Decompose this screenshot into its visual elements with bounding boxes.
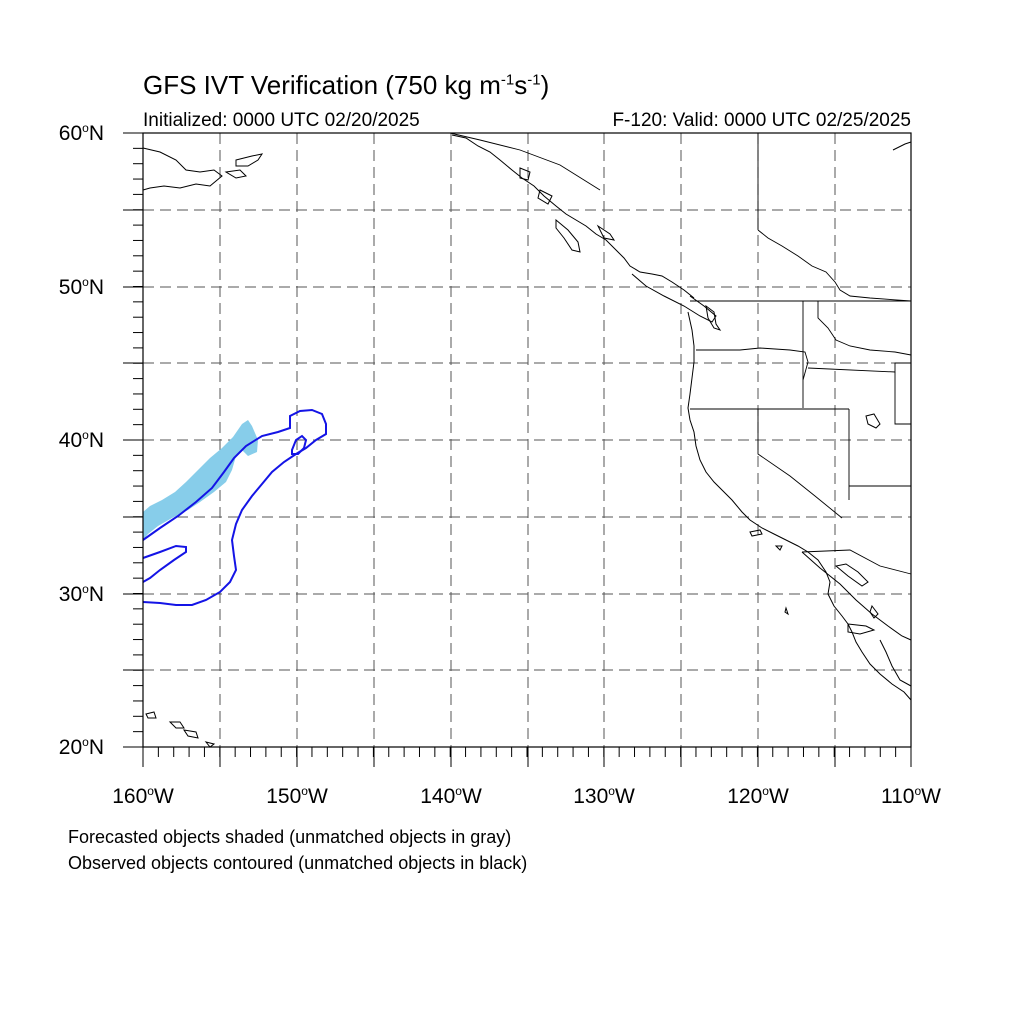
plot-frame	[142, 132, 912, 748]
lat-label-60: 60oN	[58, 121, 104, 145]
lon-label-140w: 140oW	[420, 784, 482, 808]
forecast-legend-note: Forecasted objects shaded (unmatched obj…	[68, 827, 512, 847]
forecast-ivt-object	[143, 420, 258, 540]
minor-ticks	[133, 132, 912, 757]
observed-legend-note: Observed objects contoured (unmatched ob…	[68, 853, 528, 873]
lat-label-30: 30oN	[58, 582, 104, 606]
lon-label-160w: 160oW	[112, 784, 174, 808]
init-time-label: Initialized: 0000 UTC 02/20/2025	[143, 110, 420, 131]
lon-label-110w: 110oW	[881, 784, 941, 808]
lat-label-50: 50oN	[58, 275, 104, 299]
lon-label-130w: 130oW	[573, 784, 635, 808]
lat-label-40: 40oN	[58, 428, 104, 452]
lon-label-120w: 120oW	[727, 784, 789, 808]
lat-label-20: 20oN	[58, 735, 104, 759]
coastlines	[142, 134, 912, 748]
political-boundaries	[449, 132, 912, 575]
grid-lines	[143, 133, 911, 747]
lon-label-150w: 150oW	[266, 784, 328, 808]
valid-time-label: F-120: Valid: 0000 UTC 02/25/2025	[612, 110, 911, 131]
chart-title: GFS IVT Verification (750 kg m-1s-1)	[143, 70, 550, 100]
observed-ivt-contours	[142, 408, 327, 606]
